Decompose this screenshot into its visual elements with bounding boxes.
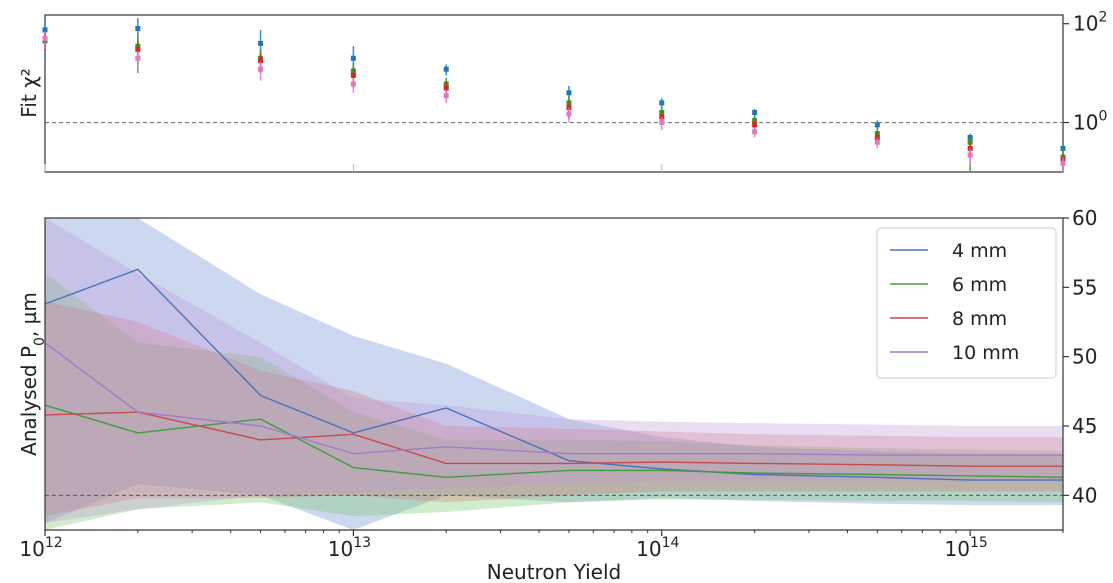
top-point [967,152,973,158]
top-series-0 [42,18,1066,158]
top-point [258,66,264,72]
top-point [350,81,356,87]
top-point [258,58,264,64]
series-line-0 [44,268,1063,481]
top-panel: 100 102 Fit χ² [17,10,1107,173]
top-point [135,25,141,31]
series-line-1 [44,404,1064,479]
confidence-band-2 [45,301,1063,517]
top-point [659,120,665,126]
bottom-y-tick-label: 45 [1072,414,1097,438]
bottom-y-axis-label: Analysed P0, µm [17,292,48,456]
top-point [752,109,758,115]
top-point [443,85,449,91]
top-y-axis-label: Fit χ² [17,68,41,117]
x-axis-label: Neutron Yield [487,560,621,583]
legend-label-3: 10 mm [952,342,1019,364]
top-point [135,55,141,61]
top-point [443,66,449,72]
top-point [752,129,758,135]
top-point [874,122,880,128]
confidence-band-1 [45,273,1063,530]
top-y-tick-label: 100 [1073,109,1107,135]
top-point [42,27,48,33]
top-y-tick-label: 102 [1073,10,1107,36]
bottom-y-tick-label: 55 [1072,275,1097,299]
legend: 4 mm 6 mm 8 mm 10 mm [876,227,1057,379]
x-tick-label: 1013 [328,535,371,561]
top-point [874,139,880,145]
bottom-panel: 40 45 50 55 60 1012 1013 1014 1015 Neutron Yiel… [17,206,1097,583]
x-tick-label: 1015 [945,535,988,561]
bottom-y-tick-label: 50 [1072,345,1097,369]
x-tick-label: 1012 [19,535,62,561]
top-point [42,36,48,42]
top-point [350,55,356,61]
top-point [443,93,449,99]
series-line-3 [44,342,1063,456]
legend-label-1: 6 mm [952,274,1007,296]
top-point [258,40,264,46]
legend-label-0: 4 mm [952,240,1007,262]
legend-box [876,227,1057,379]
top-point [566,90,572,96]
confidence-band-0 [45,218,1063,530]
top-point [135,47,141,53]
bottom-panel-frame [44,217,1064,531]
bottom-y-tick-label: 40 [1072,483,1097,507]
top-point [752,122,758,128]
x-tick-label: 1014 [636,535,679,561]
legend-label-2: 8 mm [952,308,1007,330]
top-series-1 [42,32,1066,172]
top-panel-frame [44,14,1064,173]
top-point [1060,160,1066,166]
top-point [566,111,572,117]
bottom-y-tick-label: 60 [1072,206,1097,230]
top-point [659,100,665,106]
top-point [350,72,356,78]
top-series-2 [42,31,1066,167]
top-series-3 [42,31,1066,172]
series-line-2 [44,411,1063,467]
confidence-band-3 [45,218,1063,524]
